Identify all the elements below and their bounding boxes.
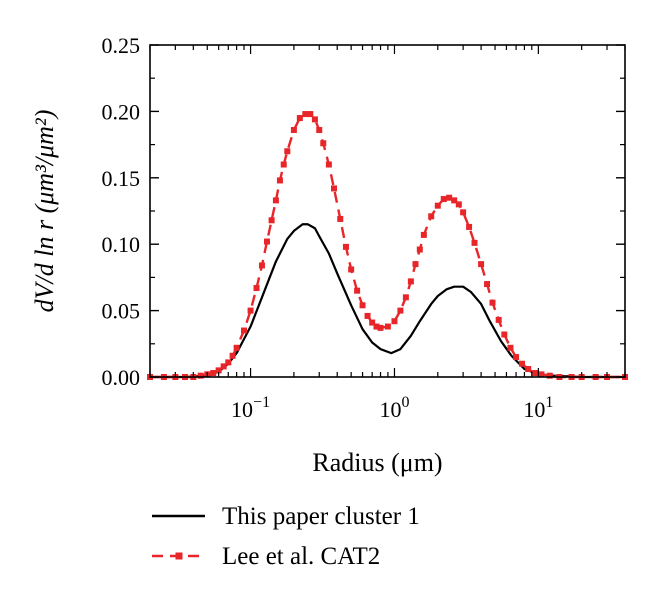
x-tick-label-exponent: 0: [401, 394, 409, 411]
data-point: [215, 367, 222, 374]
series-line-lee-et-al: [150, 112, 625, 379]
data-point: [359, 302, 366, 309]
data-point: [513, 354, 520, 361]
data-point: [247, 307, 254, 314]
plot-area: [147, 111, 628, 380]
data-point: [225, 359, 232, 366]
data-point: [434, 202, 441, 209]
data-point: [258, 262, 265, 269]
data-point: [320, 140, 327, 147]
data-point: [272, 197, 279, 204]
x-tick-label-base: 10: [523, 397, 545, 422]
data-point: [471, 239, 478, 246]
data-point: [402, 294, 409, 301]
data-point: [507, 344, 514, 351]
y-tick-label: 0.05: [102, 299, 141, 324]
y-tick-label: 0.20: [102, 99, 141, 124]
data-point: [233, 344, 240, 351]
data-point: [307, 111, 314, 118]
data-point: [296, 115, 303, 122]
y-tick-label: 0.25: [102, 33, 141, 58]
data-point: [478, 261, 485, 268]
data-point: [466, 223, 473, 230]
x-tick-label: 100: [379, 394, 409, 422]
legend-label: This paper cluster 1: [222, 503, 420, 530]
data-point: [446, 194, 453, 201]
legend-marker: [175, 552, 183, 560]
data-point: [384, 323, 391, 330]
series-line-this-paper: [150, 223, 625, 379]
x-tick-label: 101: [523, 394, 553, 422]
data-point: [276, 177, 283, 184]
data-point: [440, 196, 447, 203]
x-axis-title: Radius (μm): [312, 448, 442, 477]
data-point: [240, 327, 247, 334]
data-point: [489, 299, 496, 306]
y-tick-label: 0.15: [102, 166, 141, 191]
data-point: [280, 161, 287, 168]
data-point: [268, 217, 275, 224]
x-tick-label-base: 10: [231, 397, 253, 422]
data-point: [284, 148, 291, 155]
data-point: [210, 370, 217, 377]
y-tick-label: 0.00: [102, 365, 141, 390]
data-point: [220, 363, 227, 370]
data-point: [263, 238, 270, 245]
y-tick-label: 0.10: [102, 232, 141, 257]
data-point: [412, 261, 419, 268]
data-point: [397, 307, 404, 314]
data-point: [519, 360, 526, 367]
data-point: [460, 209, 467, 216]
legend-label: Lee et al. CAT2: [222, 543, 380, 570]
legend: This paper cluster 1 Lee et al. CAT2: [152, 503, 420, 570]
data-point: [354, 287, 361, 294]
data-point: [364, 312, 371, 319]
data-point: [302, 111, 309, 118]
x-tick-label-exponent: 1: [545, 394, 553, 411]
data-point: [197, 372, 204, 379]
data-point: [325, 161, 332, 168]
data-point: [373, 323, 380, 330]
y-axis-title: dV/d ln r (μm³/μm²): [30, 110, 59, 313]
data-point: [348, 266, 355, 273]
data-point: [337, 215, 344, 222]
data-point: [416, 246, 423, 253]
data-point: [455, 201, 462, 208]
data-point: [525, 366, 532, 373]
data-point: [290, 126, 297, 133]
data-point: [377, 324, 384, 331]
data-point: [538, 371, 545, 378]
data-point: [253, 285, 260, 292]
data-point: [420, 231, 427, 238]
data-point: [546, 372, 553, 379]
data-point: [342, 243, 349, 250]
data-point: [391, 318, 398, 325]
x-tick-label: 10−1: [231, 394, 270, 422]
data-point: [484, 281, 491, 288]
data-point: [311, 116, 318, 123]
data-point: [532, 370, 539, 377]
x-tick-label-base: 10: [379, 397, 401, 422]
data-point: [451, 197, 458, 204]
data-point: [229, 352, 236, 359]
data-point: [316, 126, 323, 133]
data-point: [428, 213, 435, 220]
data-point: [407, 278, 414, 285]
data-point: [495, 316, 502, 323]
data-point: [331, 185, 338, 192]
data-point: [369, 319, 376, 326]
x-tick-label-exponent: −1: [253, 394, 270, 411]
data-point: [501, 331, 508, 338]
